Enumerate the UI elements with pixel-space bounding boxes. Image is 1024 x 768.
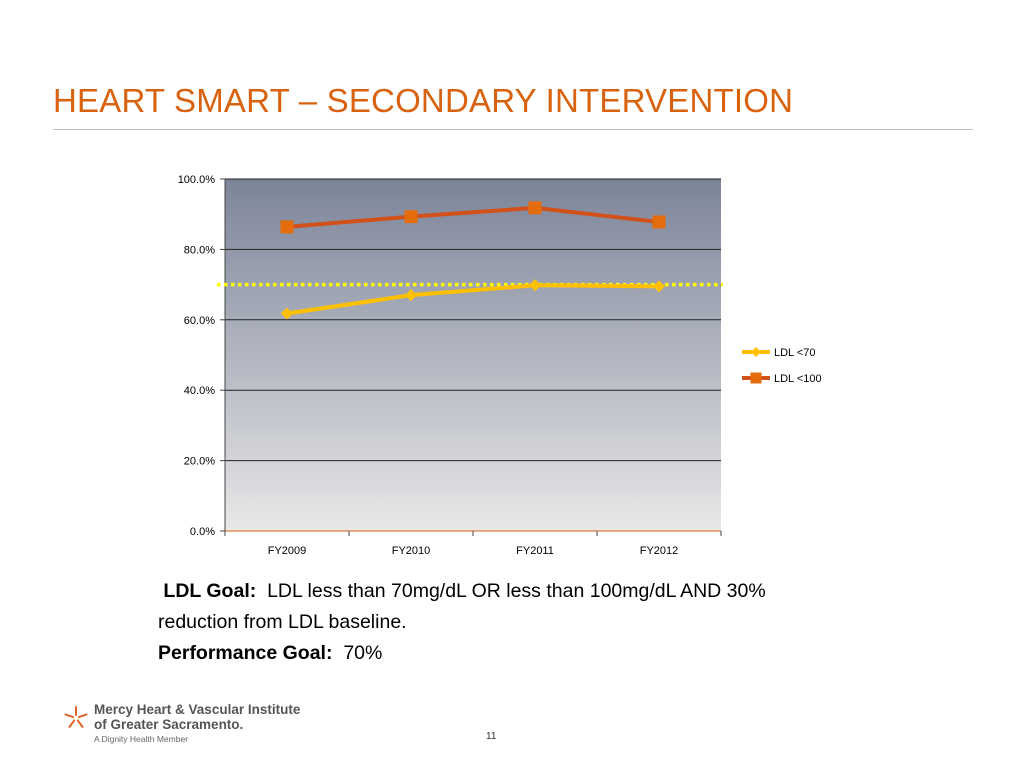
logo-petal xyxy=(76,719,84,728)
ldl-goal-text: LDL less than 70mg/dL OR less than 100mg… xyxy=(158,580,766,633)
x-tick-label: FY2012 xyxy=(640,545,679,557)
y-tick-label: 100.0% xyxy=(178,174,216,186)
logo-line-2: of Greater Sacramento. xyxy=(94,717,244,732)
data-point-ldl100 xyxy=(404,210,418,224)
data-point-ldl70 xyxy=(529,279,541,292)
series-group xyxy=(280,201,666,320)
x-tick-label: FY2011 xyxy=(516,545,554,557)
legend: LDL <70 LDL <100 xyxy=(742,347,822,385)
data-point-ldl100 xyxy=(280,220,294,234)
logo-line-3: A Dignity Health Member xyxy=(94,734,189,744)
ldl-goal-line: LDL Goal: LDL less than 70mg/dL OR less … xyxy=(158,576,838,638)
data-point-ldl100 xyxy=(528,201,542,215)
performance-goal-value: 70% xyxy=(343,642,383,664)
ldl-goal-label: LDL Goal: xyxy=(163,580,257,602)
y-tick-label: 60.0% xyxy=(184,315,215,327)
logo-petal xyxy=(68,719,76,728)
legend-marker xyxy=(751,347,761,357)
logo-petal xyxy=(77,713,88,719)
y-tick-label: 0.0% xyxy=(190,526,215,538)
x-tick-label: FY2009 xyxy=(268,545,307,557)
data-point-ldl70 xyxy=(281,307,293,320)
y-axis: 0.0% 20.0% 40.0% 60.0% 80.0% 100.0% xyxy=(178,174,226,538)
x-axis: FY2009 FY2010 FY2011 FY2012 xyxy=(224,530,722,557)
gridlines xyxy=(225,178,721,462)
y-tick-label: 80.0% xyxy=(184,244,215,256)
performance-goal-line: Performance Goal: 70% xyxy=(158,638,838,669)
logo-line-1: Mercy Heart & Vascular Institute xyxy=(94,702,301,717)
series-line-ldl100 xyxy=(286,205,660,229)
plot-background xyxy=(225,179,721,531)
title-divider xyxy=(53,129,973,130)
x-tick-label: FY2010 xyxy=(392,545,431,557)
y-tick-label: 20.0% xyxy=(184,456,215,468)
series-line-ldl70 xyxy=(286,283,660,316)
legend-marker xyxy=(750,372,762,384)
performance-goal-label: Performance Goal: xyxy=(158,642,333,664)
plot-area xyxy=(225,179,721,531)
y-tick-label: 40.0% xyxy=(184,385,215,397)
data-point-ldl100 xyxy=(652,215,666,229)
page-number: 11 xyxy=(486,731,497,742)
legend-label: LDL <70 xyxy=(774,347,816,359)
mercy-logo: Mercy Heart & Vascular Institute of Grea… xyxy=(62,702,322,746)
legend-label: LDL <100 xyxy=(774,373,822,385)
goal-description: LDL Goal: LDL less than 70mg/dL OR less … xyxy=(158,576,838,669)
data-point-ldl70 xyxy=(653,280,665,293)
ldl-line-chart: 0.0%20.0%40.0%60.0%80.0%100.0% FY2009 FY2… xyxy=(178,174,822,557)
slide-title: HEART SMART – SECONDARY INTERVENTION xyxy=(53,82,794,119)
data-point-ldl70 xyxy=(405,289,417,302)
star-flower-icon xyxy=(64,706,88,728)
logo-petal xyxy=(64,713,75,719)
